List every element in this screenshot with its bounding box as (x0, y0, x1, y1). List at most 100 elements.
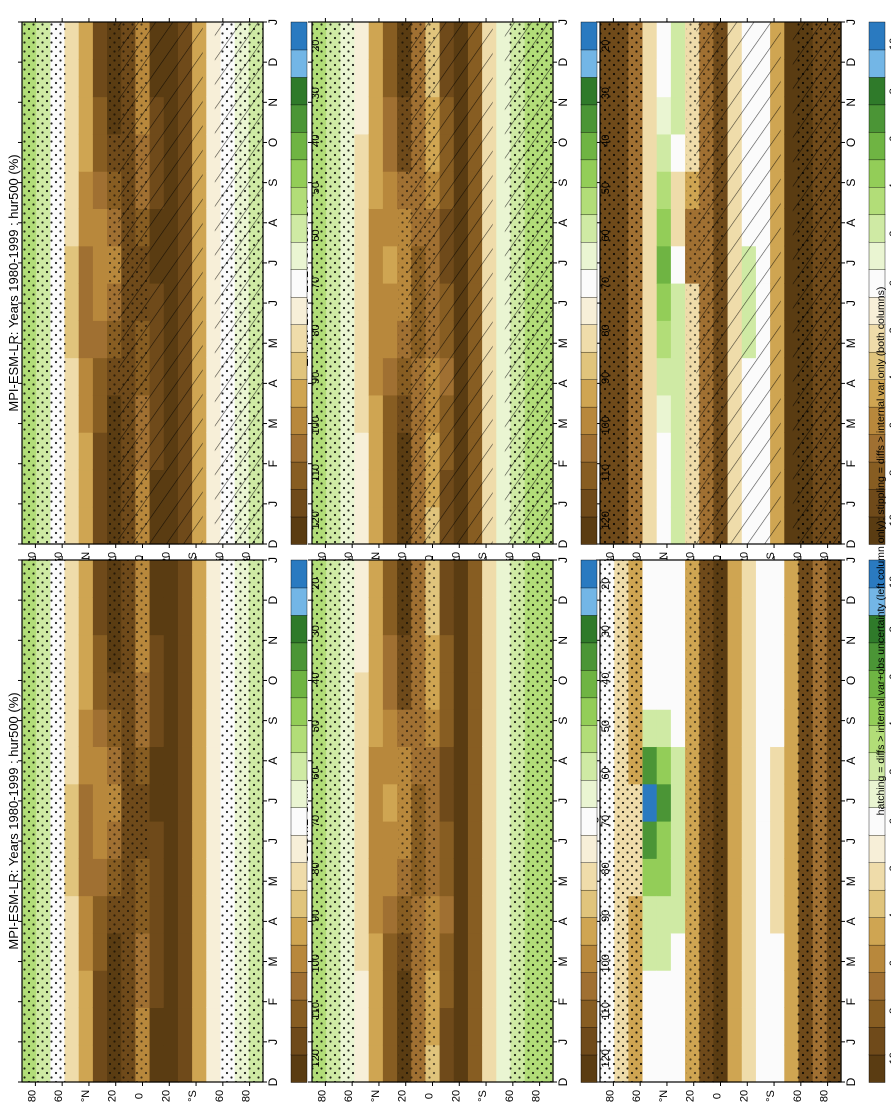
heatmap-cell (78, 96, 94, 135)
month-tick-label: J (266, 501, 280, 507)
heatmap-cell (149, 560, 165, 598)
heatmap-cell (670, 357, 686, 396)
heatmap-cell (727, 746, 743, 785)
colorbar-segment (580, 49, 598, 78)
heatmap-cell (92, 858, 108, 897)
colorbar-segment (868, 131, 886, 161)
colorbar-segment (580, 587, 598, 616)
colorbar-segment (868, 76, 886, 106)
colorbar-segment (290, 516, 308, 545)
heatmap-cell (439, 671, 455, 710)
heatmap-cell (784, 858, 800, 897)
colorbar-label: 80 (310, 862, 322, 874)
heatmap-cell (439, 1007, 455, 1046)
heatmap-cell (656, 96, 672, 135)
heatmap-cell (755, 970, 771, 1009)
heatmap-cell (453, 634, 469, 673)
month-tick-label: D (844, 1077, 858, 1086)
heatmap-cell (482, 1044, 497, 1083)
heatmap-cell (642, 560, 658, 598)
month-tick-label: M (556, 957, 570, 967)
colorbar-segment (580, 889, 598, 918)
heatmap-cell (727, 709, 743, 748)
colorbar-label: -8 (888, 626, 891, 636)
month-tick-label: A (556, 917, 570, 925)
heatmap-cell (78, 671, 94, 710)
colorbar-segment (290, 406, 308, 435)
heatmap-cell (64, 858, 80, 897)
heatmap-cell (354, 1044, 370, 1083)
heatmap-cell (78, 22, 94, 60)
heatmap-cell (642, 1044, 658, 1083)
heatmap-cell (177, 821, 193, 859)
month-tick-label: O (266, 138, 280, 147)
heatmap-cell (439, 821, 455, 859)
heatmap-cell (482, 709, 497, 748)
heatmap-cell (496, 783, 512, 822)
heatmap-cell (92, 1044, 108, 1083)
heatmap-cell (92, 1007, 108, 1046)
heatmap-cell (656, 208, 672, 247)
lat-tick-label: 20 (685, 1090, 697, 1102)
heatmap-cell (92, 932, 108, 971)
month-tick-label: M (844, 957, 858, 967)
heatmap-cell (496, 746, 512, 785)
heatmap-cell (64, 320, 80, 359)
heatmap-cell (368, 357, 384, 396)
heatmap-cell (206, 1007, 222, 1046)
colorbar-segment (290, 916, 308, 946)
month-tick-label: O (844, 138, 858, 147)
heatmap-cell (368, 746, 384, 785)
heatmap-cell (755, 821, 771, 859)
heatmap-cell (741, 858, 757, 897)
heatmap-cell (368, 171, 384, 210)
heatmap-cell (741, 1007, 757, 1046)
heatmap-cell (92, 506, 108, 545)
colorbar-label: 30 (310, 625, 322, 637)
colorbar-label: 4 (888, 913, 891, 919)
colorbar-segment (290, 779, 308, 808)
month-tick-label: J (556, 501, 570, 507)
colorbar-label: 0 (888, 280, 891, 286)
heatmap-cell (439, 709, 455, 748)
heatmap-cell (354, 597, 370, 636)
colorbar-label: 60 (310, 767, 322, 779)
heatmap-cell (382, 133, 398, 172)
month-tick-label: J (266, 300, 280, 306)
hatching-overlay (118, 22, 203, 544)
colorbar-label: 40 (310, 135, 322, 147)
heatmap-cell (382, 394, 398, 433)
heatmap-cell (482, 560, 497, 598)
heatmap-cell (656, 171, 672, 210)
month-tick-label: D (266, 1077, 280, 1086)
heatmap-cell (642, 432, 658, 471)
heatmap-cell (453, 1044, 469, 1083)
heatmap-cell (770, 560, 785, 598)
colorbar-4: 10 8 6 4 2 0 -2 -4 -6 -8 -10 (868, 21, 891, 545)
month-tick-label: J (266, 19, 280, 25)
heatmap-cell (642, 96, 658, 135)
month-tick-label: S (844, 717, 858, 725)
heatmap-cell (439, 783, 455, 822)
heatmap-cell (656, 22, 672, 60)
heatmap-cell (496, 970, 512, 1009)
heatmap-cell (206, 709, 222, 748)
heatmap-cell (64, 1044, 80, 1083)
heatmap-cell (755, 858, 771, 897)
month-tick-label: D (266, 595, 280, 604)
colorbar-segment (868, 214, 886, 243)
colorbar-3: 120 110 100 90 80 70 60 50 40 30 20 (580, 559, 612, 1083)
heatmap-cell (354, 970, 370, 1009)
lat-tick-label: °N (80, 1090, 92, 1102)
colorbar-segment (580, 159, 598, 188)
heatmap-cell (354, 283, 370, 321)
colorbar-segment (290, 76, 308, 106)
colorbar-segment (580, 324, 598, 353)
heatmap-cell (467, 970, 483, 1009)
colorbar-segment (580, 1026, 598, 1056)
heatmap-cell (163, 597, 179, 636)
heatmap-cell (192, 895, 207, 934)
heatmap-cell (741, 671, 757, 710)
heatmap-cell (741, 895, 757, 934)
